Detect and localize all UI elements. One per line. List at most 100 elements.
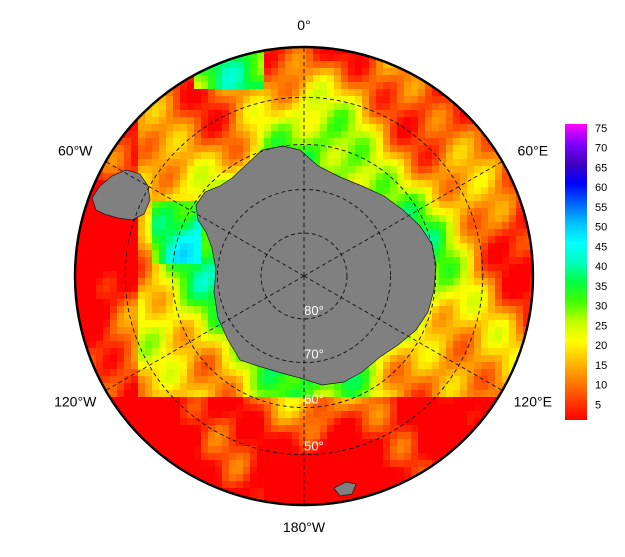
- field-cell: [516, 285, 524, 293]
- field-cell: [509, 306, 517, 314]
- field-cell: [180, 208, 188, 216]
- field-cell: [75, 250, 83, 258]
- field-cell: [215, 110, 223, 118]
- field-cell: [404, 453, 412, 461]
- field-cell: [313, 481, 321, 489]
- field-cell: [229, 355, 237, 363]
- field-cell: [362, 117, 370, 125]
- field-cell: [362, 110, 370, 118]
- field-cell: [376, 75, 384, 83]
- field-cell: [439, 425, 447, 433]
- field-cell: [418, 467, 426, 475]
- field-cell: [446, 145, 454, 153]
- field-cell: [152, 271, 160, 279]
- field-cell: [432, 250, 440, 258]
- field-cell: [306, 453, 314, 461]
- field-cell: [432, 383, 440, 391]
- field-cell: [320, 432, 328, 440]
- field-cell: [159, 222, 167, 230]
- field-cell: [488, 376, 496, 384]
- field-cell: [432, 236, 440, 244]
- field-cell: [187, 390, 195, 398]
- field-cell: [285, 117, 293, 125]
- field-cell: [201, 187, 209, 195]
- field-cell: [404, 138, 412, 146]
- field-cell: [187, 446, 195, 454]
- field-cell: [488, 166, 496, 174]
- field-cell: [187, 159, 195, 167]
- field-cell: [341, 397, 349, 405]
- field-cell: [502, 201, 510, 209]
- field-cell: [439, 390, 447, 398]
- field-cell: [201, 131, 209, 139]
- field-cell: [201, 173, 209, 181]
- field-cell: [285, 411, 293, 419]
- field-cell: [481, 390, 489, 398]
- field-cell: [299, 47, 307, 55]
- field-cell: [124, 355, 132, 363]
- field-cell: [348, 89, 356, 97]
- field-cell: [138, 152, 146, 160]
- field-cell: [138, 264, 146, 272]
- field-cell: [257, 411, 265, 419]
- field-cell: [432, 355, 440, 363]
- field-cell: [411, 341, 419, 349]
- field-cell: [404, 467, 412, 475]
- field-cell: [187, 124, 195, 132]
- field-cell: [131, 124, 139, 132]
- field-cell: [418, 173, 426, 181]
- field-cell: [432, 446, 440, 454]
- field-cell: [425, 439, 433, 447]
- field-cell: [299, 82, 307, 90]
- field-cell: [411, 194, 419, 202]
- field-cell: [446, 159, 454, 167]
- field-cell: [187, 369, 195, 377]
- field-cell: [383, 362, 391, 370]
- field-cell: [474, 131, 482, 139]
- field-cell: [292, 54, 300, 62]
- field-cell: [180, 180, 188, 188]
- field-cell: [159, 124, 167, 132]
- field-cell: [187, 320, 195, 328]
- field-cell: [194, 145, 202, 153]
- field-cell: [439, 404, 447, 412]
- field-cell: [502, 278, 510, 286]
- field-cell: [446, 180, 454, 188]
- field-cell: [180, 138, 188, 146]
- field-cell: [180, 131, 188, 139]
- field-cell: [208, 306, 216, 314]
- field-cell: [376, 397, 384, 405]
- field-cell: [467, 397, 475, 405]
- field-cell: [495, 250, 503, 258]
- field-cell: [173, 180, 181, 188]
- field-cell: [145, 124, 153, 132]
- field-cell: [411, 75, 419, 83]
- field-cell: [257, 439, 265, 447]
- field-cell: [257, 488, 265, 496]
- field-cell: [383, 180, 391, 188]
- field-cell: [194, 124, 202, 132]
- field-cell: [229, 159, 237, 167]
- field-cell: [103, 264, 111, 272]
- field-cell: [229, 369, 237, 377]
- field-cell: [341, 173, 349, 181]
- field-cell: [432, 320, 440, 328]
- field-cell: [236, 446, 244, 454]
- field-cell: [397, 432, 405, 440]
- field-cell: [201, 411, 209, 419]
- map-boundary: [73, 45, 535, 507]
- field-cell: [467, 257, 475, 265]
- field-cell: [509, 250, 517, 258]
- field-cell: [110, 236, 118, 244]
- field-cell: [432, 425, 440, 433]
- field-cell: [334, 467, 342, 475]
- field-cell: [173, 432, 181, 440]
- field-cell: [229, 390, 237, 398]
- field-cell: [320, 96, 328, 104]
- field-cell: [320, 61, 328, 69]
- field-cell: [334, 425, 342, 433]
- field-cell: [509, 285, 517, 293]
- field-cell: [166, 411, 174, 419]
- field-cell: [173, 418, 181, 426]
- field-cell: [285, 47, 293, 55]
